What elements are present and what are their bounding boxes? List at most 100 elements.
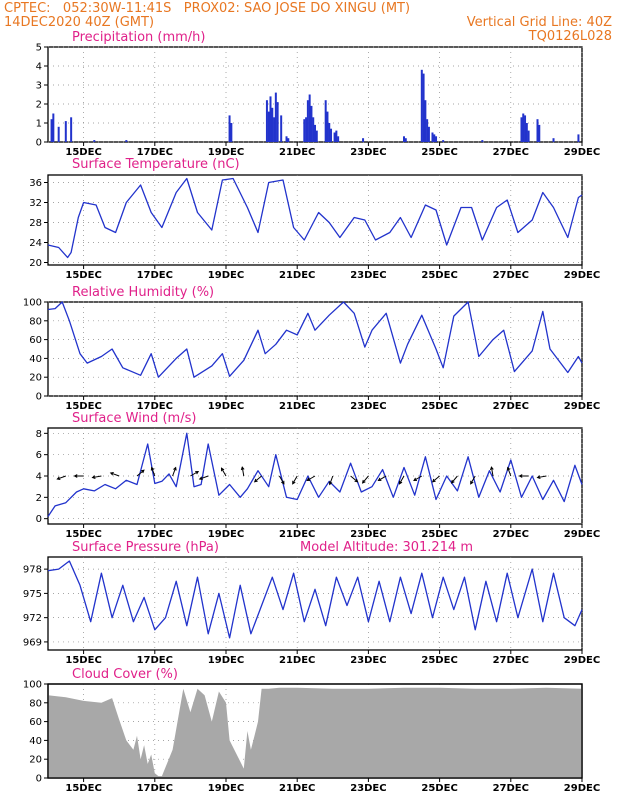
wind-arrow-head <box>195 470 200 475</box>
y-tick-label: 100 <box>23 680 42 691</box>
wind-arrow-head <box>150 466 155 471</box>
y-tick-label: 20 <box>29 373 42 384</box>
wind-arrow-head <box>398 480 403 485</box>
x-tick-label: 15DEC <box>65 401 101 412</box>
precip-bar <box>271 107 274 142</box>
x-tick-label: 17DEC <box>137 655 173 666</box>
y-tick-label: 4 <box>36 472 42 483</box>
panel-precip: Precipitation (mm/h) 0 1 2 3 4 5 15DEC 17DEC 19DE… <box>36 30 601 158</box>
x-tick-label: 19DEC <box>208 529 244 540</box>
wind-arrow <box>92 475 102 479</box>
y-tick-label: 2 <box>36 493 42 504</box>
precip-bar <box>426 119 429 142</box>
precip-bar <box>326 111 329 142</box>
wind-arrow-head <box>450 479 455 484</box>
precip-bar <box>362 138 365 142</box>
wind-arrow-head <box>518 474 523 478</box>
wind-arrow <box>350 475 358 483</box>
x-tick-label: 25DEC <box>421 401 457 412</box>
panel-annotation: Model Altitude: 301.214 m <box>300 540 473 555</box>
x-tick-label: 23DEC <box>350 783 386 794</box>
precip-bar <box>305 117 308 142</box>
panel-title: Surface Wind (m/s) <box>72 411 196 426</box>
panel-wind: Surface Wind (m/s) 0 2 4 6 8 15DEC 17DEC 19DEC 21… <box>36 411 601 540</box>
x-tick-label: 17DEC <box>137 529 173 540</box>
wind-arrow-head <box>306 477 311 482</box>
x-tick-label: 25DEC <box>421 529 457 540</box>
wind-arrow-head <box>361 479 366 484</box>
header-station-line: CPTEC: 052:30W-11:41S PROX02: SAO JOSE D… <box>4 1 411 16</box>
y-tick-label: 0 <box>36 774 42 785</box>
wind-arrow <box>110 472 120 477</box>
x-tick-label: 15DEC <box>65 655 101 666</box>
y-tick-label: 972 <box>23 613 42 624</box>
wind-arrow <box>470 475 476 485</box>
wind-arrow-head <box>377 477 382 482</box>
wind-arrow <box>221 467 227 477</box>
precip-bar <box>57 126 60 142</box>
wind-arrow-head <box>56 476 61 481</box>
x-tick-label: 15DEC <box>65 529 101 540</box>
precip-bar <box>403 136 405 142</box>
precip-bar <box>442 140 445 142</box>
x-tick-label: 15DEC <box>65 147 101 158</box>
wind-arrow-head <box>73 474 78 478</box>
precip-bar <box>335 130 338 142</box>
x-tick-label: 23DEC <box>350 529 386 540</box>
precip-bar <box>525 123 528 142</box>
precip-bar <box>520 117 523 142</box>
x-tick-label: 29DEC <box>564 270 600 281</box>
x-tick-label: 17DEC <box>137 147 173 158</box>
panel-title: Cloud Cover (%) <box>72 667 178 682</box>
x-tick-label: 25DEC <box>421 783 457 794</box>
x-tick-label: 27DEC <box>493 147 529 158</box>
precip-bar <box>330 128 333 142</box>
y-tick-label: 24 <box>29 238 42 249</box>
x-tick-label: 29DEC <box>564 783 600 794</box>
y-tick-label: 0 <box>36 138 42 149</box>
x-tick-label: 27DEC <box>493 783 529 794</box>
precip-bar <box>230 123 233 142</box>
precip-bar <box>333 132 336 142</box>
wind-arrow <box>199 475 209 480</box>
wind-arrow-head <box>253 478 258 483</box>
x-tick-label: 19DEC <box>208 783 244 794</box>
precip-bar <box>285 136 288 142</box>
precip-bar <box>431 132 434 142</box>
x-tick-label: 23DEC <box>350 401 386 412</box>
wind-arrow <box>292 475 298 485</box>
x-tick-label: 29DEC <box>564 529 600 540</box>
wind-arrow <box>136 469 145 477</box>
x-tick-label: 27DEC <box>493 270 529 281</box>
precip-bar <box>265 100 268 142</box>
precip-bar <box>404 138 407 142</box>
x-tick-label: 23DEC <box>350 270 386 281</box>
y-tick-label: 8 <box>36 429 42 440</box>
y-tick-label: 36 <box>29 178 42 189</box>
wind-arrow <box>241 467 245 477</box>
x-tick-label: 23DEC <box>350 655 386 666</box>
y-tick-label: 5 <box>36 43 42 54</box>
precip-bar <box>527 130 530 142</box>
x-tick-label: 17DEC <box>137 783 173 794</box>
wind-arrow <box>190 471 199 477</box>
x-tick-label: 29DEC <box>564 401 600 412</box>
y-tick-label: 40 <box>29 736 42 747</box>
precip-bar <box>324 100 327 142</box>
panel-title: Relative Humidity (%) <box>72 285 214 300</box>
x-tick-label: 21DEC <box>279 147 315 158</box>
precip-bar <box>328 123 331 142</box>
precip-bar <box>308 94 311 142</box>
wind-arrow <box>278 475 285 485</box>
precip-bar <box>312 117 315 142</box>
panel-frame <box>47 556 583 651</box>
precip-bar <box>125 140 128 142</box>
wind-arrow <box>172 467 177 477</box>
precip-bar <box>420 69 423 142</box>
precip-bar <box>228 115 231 142</box>
precip-bar <box>481 140 484 142</box>
precip-bar <box>422 73 425 142</box>
x-tick-label: 27DEC <box>493 401 529 412</box>
precip-bar <box>269 96 272 142</box>
wind-arrow <box>413 475 423 481</box>
